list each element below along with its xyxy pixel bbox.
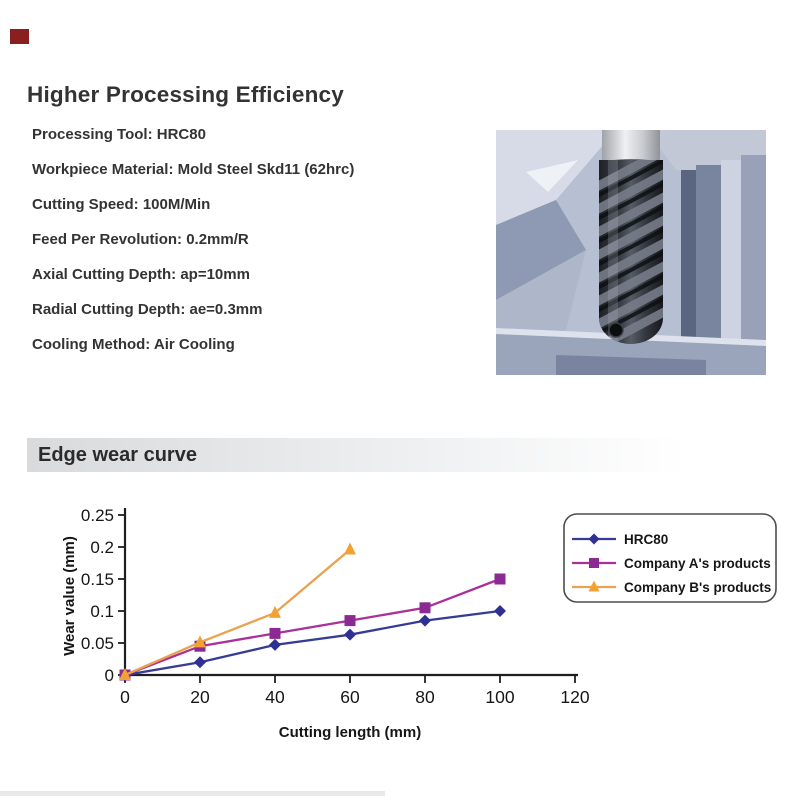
series-line bbox=[124, 548, 351, 677]
data-point bbox=[494, 573, 506, 585]
data-point bbox=[269, 605, 281, 618]
y-tick-label: 0.2 bbox=[90, 538, 114, 557]
y-axis-title: Wear value (mm) bbox=[61, 536, 78, 656]
series-line bbox=[124, 577, 501, 677]
data-point bbox=[269, 638, 281, 651]
data-point bbox=[419, 602, 431, 614]
legend-label: HRC80 bbox=[624, 532, 668, 547]
data-point bbox=[344, 628, 356, 641]
legend-label: Company A's products bbox=[624, 556, 771, 571]
legend-marker bbox=[588, 580, 600, 592]
y-tick-label: 0.15 bbox=[81, 570, 114, 589]
x-tick-label: 20 bbox=[190, 687, 210, 707]
data-point bbox=[194, 656, 206, 669]
spec-line: Radial Cutting Depth: ae=0.3mm bbox=[32, 301, 263, 318]
spec-line: Feed Per Revolution: 0.2mm/R bbox=[32, 231, 249, 248]
section-banner-title: Edge wear curve bbox=[38, 444, 197, 466]
data-point bbox=[119, 668, 131, 680]
x-tick-label: 80 bbox=[415, 687, 435, 707]
data-point bbox=[194, 635, 206, 648]
y-tick-label: 0.05 bbox=[81, 634, 114, 653]
end-mill-photo bbox=[496, 130, 766, 375]
red-accent-mark bbox=[10, 29, 29, 44]
page-title: Higher Processing Efficiency bbox=[27, 82, 344, 107]
data-point bbox=[419, 614, 431, 627]
legend-marker bbox=[589, 558, 599, 568]
y-tick-label: 0.25 bbox=[81, 506, 114, 525]
series-line bbox=[124, 609, 501, 677]
spec-line: Axial Cutting Depth: ap=10mm bbox=[32, 266, 250, 283]
legend-marker bbox=[588, 533, 600, 545]
x-tick-label: 0 bbox=[120, 687, 130, 707]
y-tick-label: 0 bbox=[105, 666, 114, 685]
section-banner: Edge wear curve bbox=[27, 438, 687, 472]
chart-legend bbox=[563, 513, 777, 603]
x-axis-title: Cutting length (mm) bbox=[279, 724, 421, 741]
x-tick-label: 100 bbox=[485, 687, 514, 707]
y-tick-label: 0.1 bbox=[90, 602, 114, 621]
spec-list: Processing Tool: HRC80 Workpiece Material… bbox=[32, 117, 472, 362]
spec-line: Cutting Speed: 100M/Min bbox=[32, 196, 211, 213]
spec-line: Processing Tool: HRC80 bbox=[32, 126, 206, 143]
spec-line: Workpiece Material: Mold Steel Skd11 (62… bbox=[32, 161, 355, 178]
x-tick-label: 120 bbox=[560, 687, 589, 707]
x-tick-label: 60 bbox=[340, 687, 360, 707]
spec-line: Cooling Method: Air Cooling bbox=[32, 336, 235, 353]
data-point bbox=[494, 605, 506, 617]
data-point bbox=[269, 627, 281, 639]
x-tick-label: 40 bbox=[265, 687, 285, 707]
data-point bbox=[344, 615, 356, 627]
legend-label: Company B's products bbox=[624, 580, 771, 595]
bottom-divider bbox=[0, 791, 385, 796]
data-point bbox=[344, 542, 356, 555]
